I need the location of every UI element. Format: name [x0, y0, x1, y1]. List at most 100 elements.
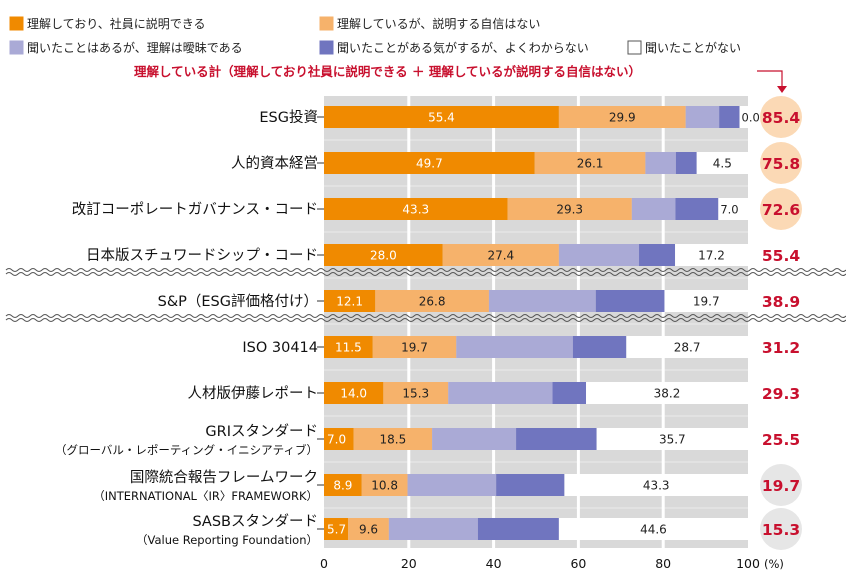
- bar-segment: [324, 518, 349, 540]
- category-label: ISO 30414: [242, 340, 318, 356]
- bar-segment: [407, 474, 497, 496]
- wavy-separator: [5, 268, 846, 272]
- total-value: 29.3: [762, 385, 800, 403]
- category-sublabel: （グローバル・レポーティング・イニシアティブ）: [55, 443, 318, 457]
- bar-segment: [516, 428, 597, 450]
- bar-value-label: 18.5: [380, 433, 407, 447]
- bar-value-label: 12.1: [336, 295, 363, 309]
- bar-segment: [361, 474, 408, 496]
- bar-value-label: 15.3: [402, 387, 429, 401]
- category-label: 改訂コーポレートガバナンス・コード: [72, 201, 318, 218]
- bar-segment: [552, 382, 587, 404]
- total-circle: [760, 464, 802, 506]
- bar-segment: [534, 152, 646, 174]
- bar-segment: [442, 244, 559, 266]
- legend-label: 理解しており、社員に説明できる: [27, 16, 206, 31]
- total-value: 25.5: [762, 431, 800, 449]
- total-circle: [760, 142, 802, 184]
- bar-value-label: 26.1: [577, 157, 604, 171]
- total-value: 15.3: [762, 521, 800, 539]
- bar-value-label: 17.2: [698, 249, 725, 263]
- bar-value-label: 26.8: [419, 295, 446, 309]
- total-value: 31.2: [762, 339, 800, 357]
- bar-segment: [448, 382, 553, 404]
- bar-segment: [685, 106, 720, 128]
- bar-segment: [324, 474, 362, 496]
- legend-swatch: [319, 16, 334, 31]
- bar-value-label: 14.0: [340, 387, 367, 401]
- bar-segment: [626, 336, 748, 358]
- bar-value-label: 49.7: [416, 157, 443, 171]
- bar-segment: [353, 428, 433, 450]
- bar-segment: [324, 152, 535, 174]
- bar-value-label: 7.0: [720, 203, 738, 217]
- x-tick-label: 20: [401, 556, 417, 571]
- bar-segment: [696, 152, 748, 174]
- bar-segment: [675, 244, 748, 266]
- legend-label: 聞いたことはあるが、理解は曖昧である: [27, 40, 243, 55]
- bar-segment: [507, 198, 632, 220]
- total-note: 理解している計（理解しており社員に説明できる ＋ 理解しているが説明する自信はな…: [134, 64, 641, 79]
- legend-swatch: [9, 16, 24, 31]
- category-label: ESG投資: [259, 109, 318, 126]
- bar-segment: [558, 244, 640, 266]
- total-circle: [760, 96, 802, 138]
- wavy-separator: [5, 314, 846, 318]
- bar-segment: [324, 244, 443, 266]
- bar-segment: [324, 198, 508, 220]
- bar-value-label: 10.8: [371, 479, 398, 493]
- bar-value-label: 19.7: [401, 341, 428, 355]
- bar-segment: [372, 336, 457, 358]
- bar-segment: [383, 382, 449, 404]
- bar-value-label: 43.3: [643, 479, 670, 493]
- bar-value-label: 19.7: [693, 295, 720, 309]
- legend-swatch: [9, 40, 24, 55]
- bar-segment: [324, 336, 373, 358]
- bar-segment: [496, 474, 565, 496]
- x-tick-label: 40: [486, 556, 502, 571]
- bar-value-label: 8.9: [333, 479, 352, 493]
- bar-value-label: 29.3: [556, 203, 583, 217]
- bar-value-label: 38.2: [654, 387, 681, 401]
- bar-value-label: 29.9: [609, 111, 636, 125]
- category-label: 人材版伊藤レポート: [188, 385, 319, 402]
- bar-segment: [596, 428, 748, 450]
- category-label: GRIスタンダード: [205, 423, 318, 440]
- bar-segment: [572, 336, 627, 358]
- total-note-arrow-line: [757, 70, 783, 88]
- bar-segment: [719, 106, 740, 128]
- bar-value-label: 4.5: [713, 157, 732, 171]
- bar-value-label: 44.6: [640, 523, 667, 537]
- bar-value-label: 35.7: [659, 433, 686, 447]
- bar-segment: [558, 106, 686, 128]
- bar-segment: [348, 518, 389, 540]
- bar-segment: [388, 518, 478, 540]
- bar-segment: [675, 198, 719, 220]
- bar-segment: [477, 518, 559, 540]
- bar-segment: [324, 106, 559, 128]
- bar-segment: [564, 474, 748, 496]
- legend-label: 理解しているが、説明する自信はない: [337, 16, 540, 31]
- total-value: 38.9: [762, 293, 800, 311]
- bar-segment: [324, 290, 376, 312]
- legend-label: 聞いたことがある気がするが、よくわからない: [337, 40, 589, 55]
- category-label: 日本版スチュワードシップ・コード: [86, 247, 318, 264]
- bar-value-label: 0.0: [742, 111, 760, 125]
- bar-value-label: 11.5: [335, 341, 362, 355]
- total-value: 75.8: [762, 155, 800, 173]
- x-tick-label: 100: [736, 556, 760, 571]
- wavy-separator: [5, 318, 846, 322]
- bar-value-label: 43.3: [402, 203, 429, 217]
- bar-segment: [324, 382, 384, 404]
- category-sublabel: （Value Reporting Foundation）: [136, 533, 318, 547]
- bar-value-label: 28.0: [370, 249, 397, 263]
- x-tick-label: 80: [655, 556, 671, 571]
- bar-segment: [718, 198, 748, 220]
- total-circle: [760, 188, 802, 230]
- bar-segment: [664, 290, 748, 312]
- bar-segment: [432, 428, 517, 450]
- bar-value-label: 55.4: [428, 111, 455, 125]
- wavy-separator: [5, 272, 846, 276]
- bar-segment: [375, 290, 489, 312]
